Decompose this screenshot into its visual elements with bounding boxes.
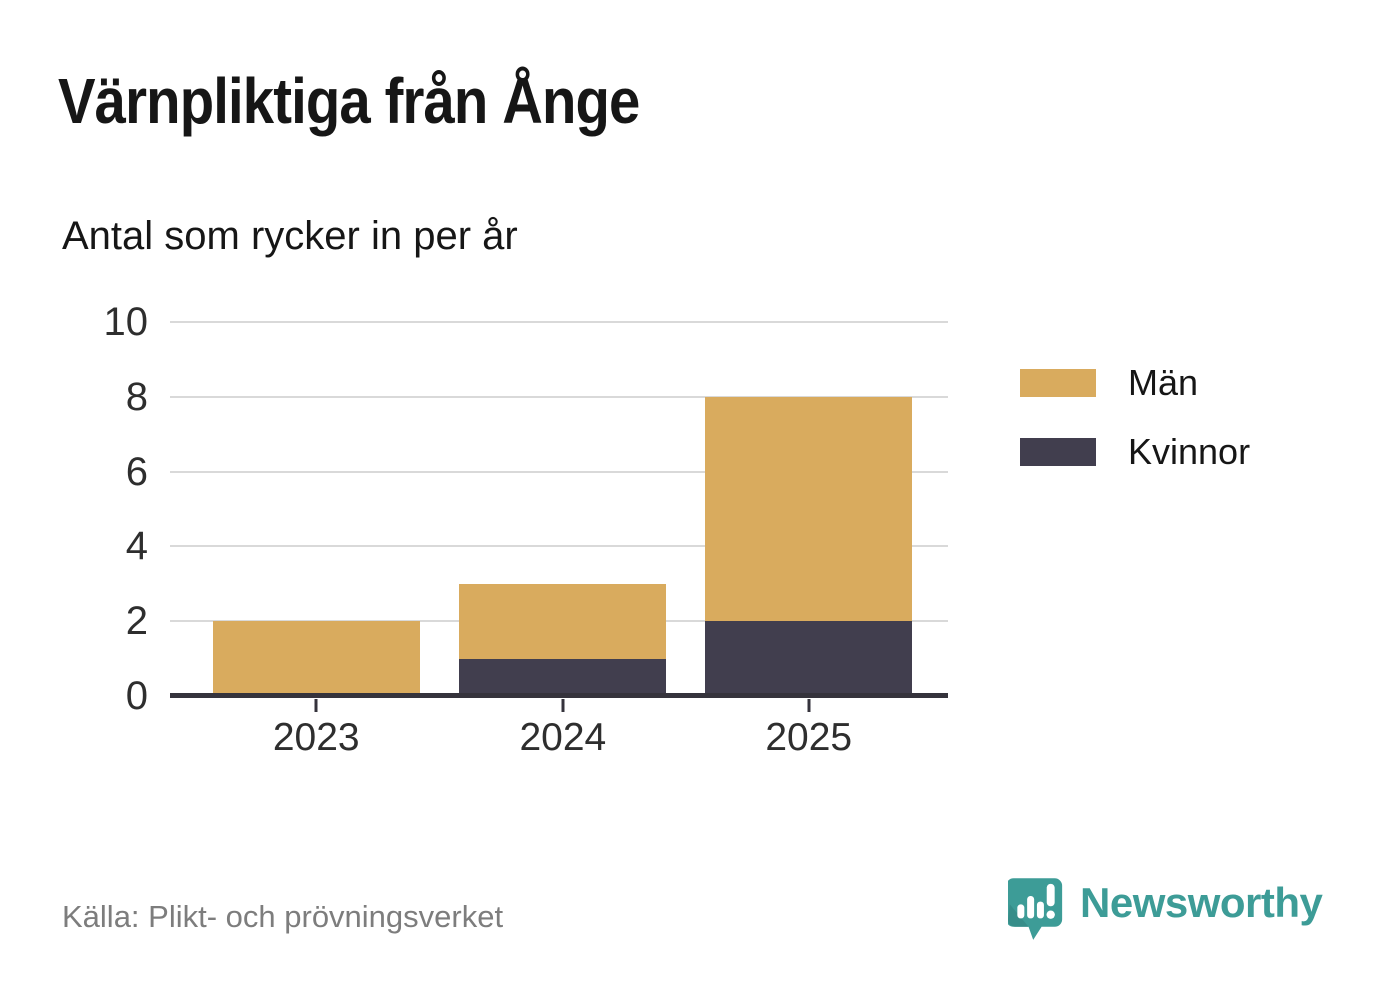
bar-2025-kvinnor: [705, 621, 913, 696]
y-tick-label: 4: [125, 524, 148, 569]
chart-title: Värnpliktiga från Ånge: [58, 65, 640, 137]
legend-item-kvinnor: Kvinnor: [1020, 431, 1250, 473]
bar-2023-män: [212, 621, 420, 696]
newsworthy-logo: Newsworthy: [1008, 876, 1323, 944]
newsworthy-wordmark: Newsworthy: [1080, 879, 1323, 926]
bar-2025-män: [705, 396, 913, 622]
y-tick-label: 10: [103, 300, 149, 344]
y-axis-labels: 0 2 4 6 8 10: [0, 300, 149, 718]
bar-2024-kvinnor: [459, 658, 667, 696]
y-tick-label: 6: [125, 449, 148, 494]
gridline-y10: [170, 321, 948, 323]
source-text: Källa: Plikt- och prövningsverket: [62, 899, 504, 934]
legend: Män Kvinnor: [1020, 362, 1250, 500]
gridline-y4: [170, 545, 948, 548]
legend-swatch: [1020, 438, 1096, 466]
x-tick: [561, 699, 565, 712]
y-tick-label: 0: [125, 674, 148, 718]
x-tick-label-2025: 2025: [765, 716, 853, 759]
y-tick-label: 2: [125, 599, 148, 644]
plot-area: 2023 2024 2025: [170, 321, 948, 759]
gridline-y6: [170, 470, 948, 473]
bar-2024-män: [459, 583, 667, 659]
x-tick: [314, 699, 318, 712]
newsworthy-icon: [1008, 878, 1063, 940]
legend-label: Kvinnor: [1128, 431, 1251, 472]
chart-subtitle: Antal som rycker in per år: [62, 214, 518, 258]
legend-label: Män: [1128, 362, 1199, 403]
x-tick: [807, 699, 811, 712]
legend-swatch: [1020, 369, 1096, 397]
y-tick-label: 8: [125, 374, 148, 419]
legend-item-män: Män: [1020, 362, 1250, 404]
x-tick-label-2024: 2024: [519, 716, 607, 759]
x-axis-line: [170, 693, 948, 698]
x-tick-label-2023: 2023: [272, 716, 360, 759]
gridline-y8: [170, 395, 948, 398]
